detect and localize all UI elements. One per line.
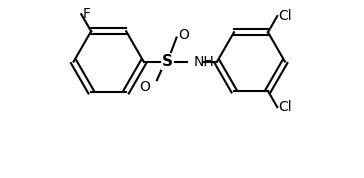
Text: O: O (139, 80, 150, 94)
Text: F: F (82, 7, 90, 21)
Text: Cl: Cl (278, 100, 292, 114)
Text: Cl: Cl (278, 9, 292, 23)
Text: S: S (162, 54, 173, 69)
Text: NH: NH (194, 55, 215, 69)
Text: O: O (179, 28, 190, 42)
